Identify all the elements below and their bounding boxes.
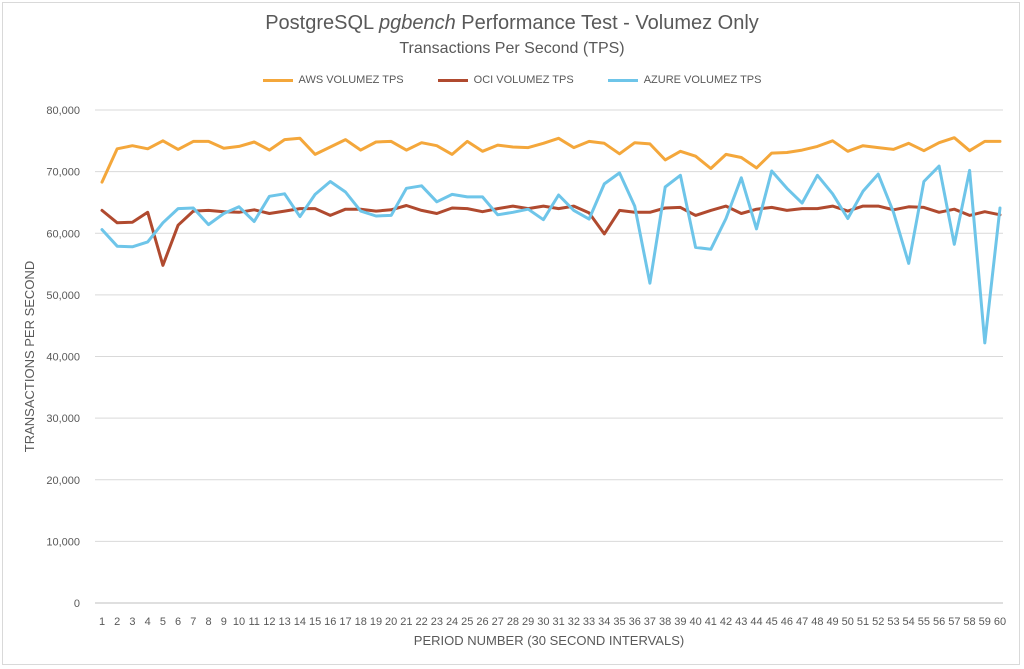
xtick-label: 12 — [263, 616, 275, 628]
xtick-label: 33 — [583, 616, 595, 628]
legend-swatch-aws — [262, 78, 293, 82]
xtick-label: 27 — [492, 616, 504, 628]
xtick-label: 6 — [175, 616, 181, 628]
legend-item-azure: AZURE VOLUMEZ TPS — [607, 74, 762, 86]
series-line-oci — [100, 204, 1002, 267]
xtick-label: 11 — [248, 616, 259, 628]
xtick-label: 39 — [674, 616, 686, 628]
ytick-label: 0 — [74, 598, 80, 610]
xtick-label: 57 — [948, 616, 960, 628]
xtick-label: 40 — [689, 616, 701, 628]
legend-swatch-oci — [437, 78, 468, 82]
xtick-label: 13 — [279, 616, 291, 628]
xtick-label: 49 — [826, 616, 838, 628]
xtick-label: 7 — [190, 616, 196, 628]
chart-subtitle: Transactions Per Second (TPS) — [399, 40, 625, 57]
xtick-label: 58 — [963, 616, 975, 628]
chart-title-italic: pgbench — [378, 12, 456, 34]
ytick-label: 60,000 — [46, 228, 80, 240]
legend-label-azure: AZURE VOLUMEZ TPS — [643, 74, 762, 86]
series-line-aws — [100, 136, 1002, 184]
xtick-label: 37 — [644, 616, 656, 628]
xtick-label: 1 — [99, 616, 105, 628]
xtick-label: 10 — [233, 616, 245, 628]
xtick-label: 24 — [446, 616, 458, 628]
ytick-label: 10,000 — [46, 536, 80, 548]
xtick-label: 28 — [507, 616, 519, 628]
legend-swatch-azure — [607, 78, 638, 82]
xtick-label: 54 — [903, 616, 915, 628]
xtick-label: 47 — [796, 616, 808, 628]
xtick-label: 17 — [339, 616, 351, 628]
xtick-label: 35 — [613, 616, 625, 628]
xtick-label: 5 — [160, 616, 166, 628]
ytick-label: 40,000 — [46, 352, 80, 364]
xtick-label: 42 — [720, 616, 732, 628]
xtick-label: 18 — [355, 616, 367, 628]
xtick-label: 26 — [476, 616, 488, 628]
ytick-label: 20,000 — [46, 475, 80, 487]
xtick-label: 51 — [857, 616, 869, 628]
xtick-label: 25 — [461, 616, 473, 628]
xtick-label: 50 — [842, 616, 854, 628]
xtick-label: 31 — [552, 616, 564, 628]
ytick-label: 80,000 — [46, 105, 80, 117]
ytick-label: 70,000 — [46, 167, 80, 179]
legend-item-oci: OCI VOLUMEZ TPS — [437, 74, 574, 86]
xtick-label: 60 — [994, 616, 1006, 628]
xtick-label: 46 — [781, 616, 793, 628]
xtick-label: 59 — [979, 616, 991, 628]
xtick-label: 2 — [114, 616, 120, 628]
xtick-label: 19 — [370, 616, 382, 628]
xtick-label: 30 — [537, 616, 549, 628]
chart-title: PostgreSQL pgbench Performance Test - Vo… — [265, 12, 759, 34]
xtick-label: 55 — [918, 616, 930, 628]
xtick-label: 53 — [887, 616, 899, 628]
xtick-label: 16 — [324, 616, 336, 628]
xtick-label: 4 — [145, 616, 151, 628]
xtick-label: 38 — [659, 616, 671, 628]
xtick-label: 41 — [705, 616, 717, 628]
xtick-label: 32 — [568, 616, 580, 628]
ytick-label: 50,000 — [46, 290, 80, 302]
chart-legend: AWS VOLUMEZ TPS OCI VOLUMEZ TPS AZURE VO… — [0, 74, 1024, 86]
x-axis-title: PERIOD NUMBER (30 SECOND INTERVALS) — [414, 633, 684, 648]
xtick-label: 29 — [522, 616, 534, 628]
legend-label-aws: AWS VOLUMEZ TPS — [298, 74, 404, 86]
xtick-label: 48 — [811, 616, 823, 628]
xtick-label: 3 — [129, 616, 135, 628]
xtick-label: 34 — [598, 616, 610, 628]
xtick-label: 8 — [205, 616, 211, 628]
xtick-label: 14 — [294, 616, 306, 628]
xtick-label: 52 — [872, 616, 884, 628]
y-axis-title: TRANSACTIONS PER SECOND — [22, 261, 37, 452]
xtick-label: 21 — [400, 616, 412, 628]
xtick-label: 22 — [416, 616, 428, 628]
ytick-label: 30,000 — [46, 413, 80, 425]
xtick-label: 20 — [385, 616, 397, 628]
xtick-label: 45 — [766, 616, 778, 628]
xtick-label: 36 — [629, 616, 641, 628]
xtick-label: 56 — [933, 616, 945, 628]
xtick-label: 9 — [221, 616, 227, 628]
legend-item-aws: AWS VOLUMEZ TPS — [262, 74, 404, 86]
series-line-azure — [100, 164, 1002, 345]
xtick-label: 23 — [431, 616, 443, 628]
xtick-label: 44 — [750, 616, 762, 628]
legend-label-oci: OCI VOLUMEZ TPS — [473, 74, 574, 86]
xtick-label: 15 — [309, 616, 321, 628]
xtick-label: 43 — [735, 616, 747, 628]
